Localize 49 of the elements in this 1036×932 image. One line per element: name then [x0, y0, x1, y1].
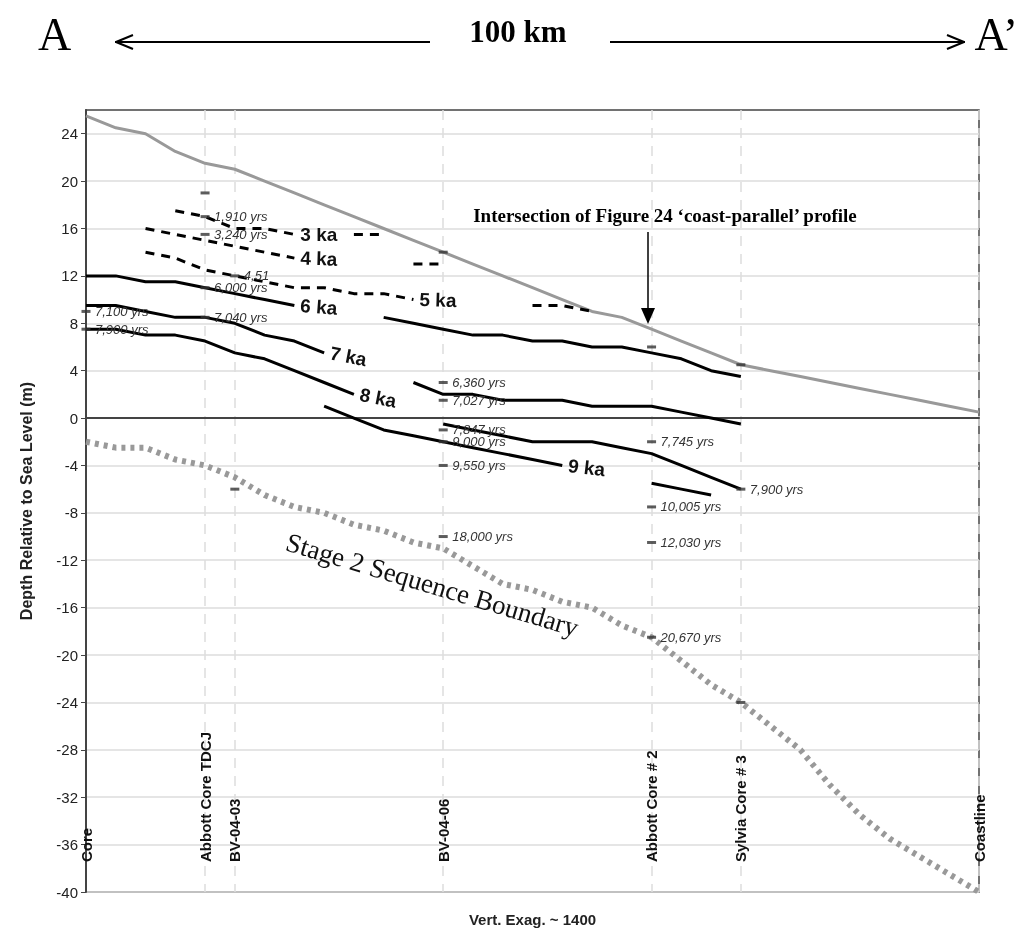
text: 8 ka	[357, 384, 399, 412]
y-tick-label: -24	[56, 693, 78, 711]
series-label: 5 ka	[419, 289, 458, 312]
x-tick-label: Abbott Core TDCJ	[196, 732, 214, 862]
annotation: 1,910 yrs	[214, 209, 269, 225]
y-tick-label: -4	[64, 456, 78, 474]
y-tick-label: -8	[64, 504, 78, 522]
y-tick-label: -36	[56, 836, 78, 854]
x-tick-label: BV-04-06	[434, 798, 452, 862]
y-tick-label: 20	[61, 172, 78, 190]
line-series	[84, 114, 981, 414]
y-tick-label: -32	[56, 788, 78, 806]
y-tick-label: 0	[69, 409, 78, 427]
annotation: Intersection of Figure 24 ‘coast-parallel’ profile	[472, 205, 858, 227]
annotation: 20,670 yrs	[659, 629, 722, 645]
text: A’	[974, 8, 1018, 61]
text: 9 ka	[567, 455, 607, 481]
annotation: 7,745 yrs	[660, 434, 715, 450]
annotation: 12,030 yrs	[660, 534, 722, 550]
x-tick-label: Coastline	[970, 794, 988, 862]
y-tick-label: 24	[61, 125, 78, 143]
annotation: 10,005 yrs	[660, 499, 722, 515]
x-tick-label: BV-04-03	[226, 798, 244, 862]
y-tick-label: -12	[56, 551, 78, 569]
chart-title: 100 km	[469, 14, 567, 49]
y-tick-label: 16	[61, 219, 78, 237]
y-tick-label: 12	[61, 267, 78, 285]
y-tick-label: -40	[56, 883, 78, 901]
annotation: 9,550 yrs	[452, 457, 507, 473]
annotation: 3,240 yrs	[214, 226, 269, 242]
x-tick-label: Abbott Core # 2	[643, 750, 661, 862]
series-label: 3 ka	[300, 223, 338, 245]
annotation: 7,040 yrs	[214, 309, 269, 325]
y-tick-label: -20	[56, 646, 78, 664]
x-axis-title: Vert. Exag. ~ 1400	[468, 911, 597, 928]
x-tick-label: Sylvia Core # 3	[732, 755, 750, 862]
annotation: 18,000 yrs	[452, 529, 514, 545]
y-tick-label: -16	[56, 599, 78, 617]
annotation: 7,900 yrs	[749, 481, 804, 497]
y-tick-label: -28	[56, 741, 78, 759]
y-axis-title: Depth Relative to Sea Level (m)	[17, 381, 35, 621]
series-label: 6 ka	[299, 295, 339, 319]
text: 7 ka	[328, 342, 369, 371]
series-label: 4 ka	[300, 247, 339, 270]
annotation: 6,360 yrs	[452, 375, 507, 391]
x-tick-label: Core	[77, 827, 95, 862]
y-tick-label: 8	[69, 314, 78, 332]
y-tick-label: 4	[69, 362, 78, 380]
text: A	[38, 8, 72, 61]
